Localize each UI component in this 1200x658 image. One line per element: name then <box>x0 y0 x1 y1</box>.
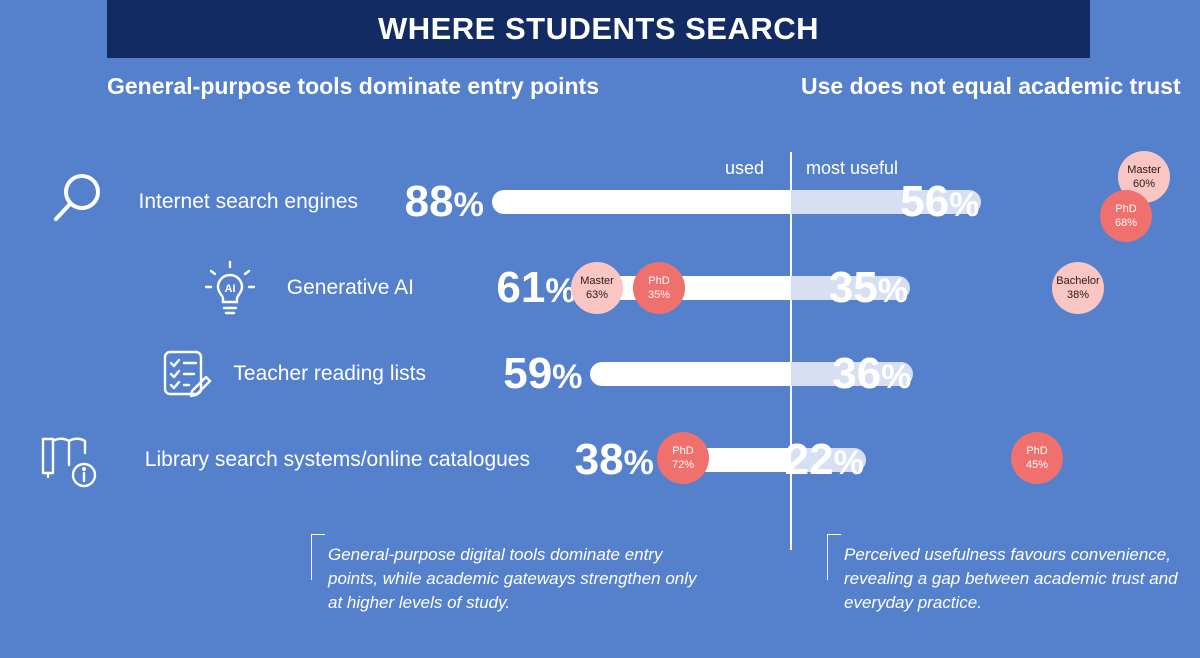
chart-row: Teacher reading lists 59% 36% <box>0 344 1200 404</box>
checklist-icon <box>162 349 212 404</box>
ai-lightbulb-icon: AI <box>204 259 256 322</box>
center-divider <box>790 152 792 550</box>
column-label-used: used <box>724 158 764 178</box>
category-label: Internet search engines <box>138 190 358 213</box>
callout-group: Bachelor <box>1056 275 1100 287</box>
callout-value: 45% <box>1025 459 1049 471</box>
bar-most-useful <box>791 190 982 214</box>
callout-value: 72% <box>671 459 695 471</box>
callout-bubble: Bachelor 38% <box>1052 262 1104 314</box>
bar-most-useful <box>791 448 866 472</box>
category-label: Teacher reading lists <box>233 362 426 385</box>
callout-bubble: PhD 72% <box>657 432 709 484</box>
callout-bubble: PhD 35% <box>633 262 685 314</box>
value-label-used: 38% <box>574 435 654 484</box>
magnifier-icon <box>48 168 108 233</box>
bar-used <box>491 190 791 214</box>
callout-value: 68% <box>1114 217 1138 229</box>
bar-used <box>590 362 791 386</box>
callout-group: PhD <box>672 445 694 457</box>
left-note: General-purpose digital tools dominate e… <box>328 545 697 612</box>
callout-bubble: Master 63% <box>571 262 623 314</box>
callout-group: PhD <box>648 275 670 287</box>
left-note-bracket <box>311 534 325 580</box>
callout-group: PhD <box>1026 445 1048 457</box>
value-label-most-useful: 36% <box>832 349 912 398</box>
value-label-used: 88% <box>404 177 484 226</box>
callout-group: Master <box>1127 164 1161 176</box>
callout-value: 63% <box>585 289 609 301</box>
svg-text:AI: AI <box>225 283 236 295</box>
callout-value: 38% <box>1066 289 1090 301</box>
right-note: Perceived usefulness favours convenience… <box>844 545 1178 612</box>
callout-group: PhD <box>1115 203 1137 215</box>
bar-most-useful <box>791 362 914 386</box>
right-note-bracket <box>827 534 841 580</box>
callout-value: 60% <box>1132 178 1156 190</box>
library-book-info-icon <box>40 433 102 496</box>
chart-row: Internet search engines 88% 56% <box>0 172 1200 232</box>
callout-bubble: PhD 45% <box>1011 432 1063 484</box>
title-banner: WHERE STUDENTS SEARCH <box>107 0 1090 58</box>
value-label-most-useful: 35% <box>828 263 908 312</box>
category-label: Library search systems/online catalogues <box>144 448 530 471</box>
callout-bubble: PhD 68% <box>1100 190 1152 242</box>
value-label-most-useful: 56% <box>900 177 980 226</box>
right-subtitle: Use does not equal academic trust <box>801 73 1181 99</box>
page-title: WHERE STUDENTS SEARCH <box>377 11 820 46</box>
left-subtitle: General-purpose tools dominate entry poi… <box>107 73 600 99</box>
value-label-most-useful: 22% <box>784 435 864 484</box>
value-label-used: 59% <box>503 349 583 398</box>
column-label-most-useful: most useful <box>806 158 899 178</box>
value-label-used: 61% <box>496 263 576 312</box>
category-label: Generative AI <box>286 276 414 299</box>
callout-value: 35% <box>647 289 671 301</box>
bar-most-useful <box>791 276 910 300</box>
callout-group: Master <box>580 275 614 287</box>
